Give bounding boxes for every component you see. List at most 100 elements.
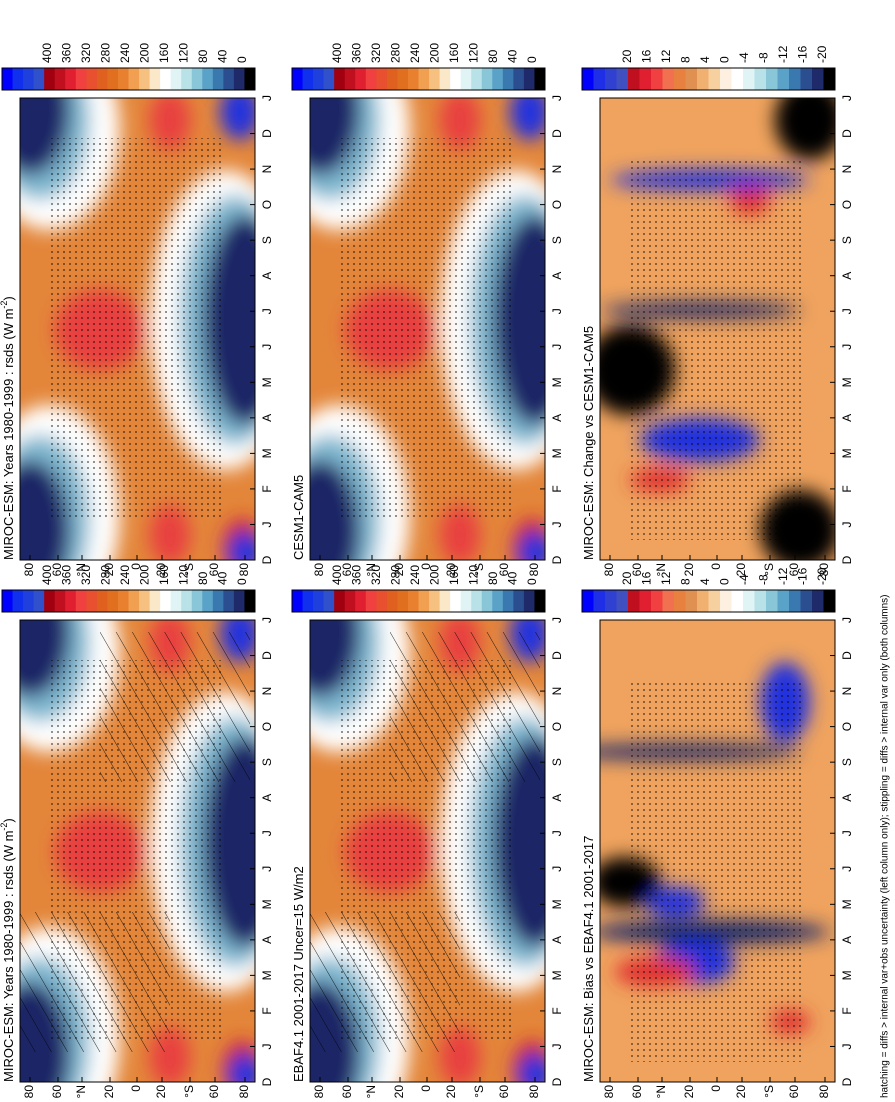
latitude-label: 80: [237, 1085, 251, 1099]
colorbar-cell: [534, 68, 546, 90]
month-label: J: [550, 1043, 564, 1049]
latitude-label: 80: [22, 1085, 36, 1099]
colorbar-cell: [302, 68, 314, 90]
colorbar-cell: [117, 68, 130, 90]
field: [310, 98, 545, 560]
colorbar-cell: [450, 590, 462, 612]
month-label: J: [840, 1043, 854, 1049]
colorbar-label: 160: [447, 43, 461, 63]
colorbar-cell: [386, 590, 398, 612]
colorbar-cell: [191, 68, 203, 90]
month-label: N: [840, 687, 854, 696]
colorbar-label: 0: [525, 578, 539, 585]
colorbar-cell: [674, 590, 686, 612]
month-label: D: [840, 129, 854, 138]
colorbar-cell: [429, 590, 441, 612]
colorbar-cell: [376, 590, 388, 612]
month-label: D: [260, 651, 274, 660]
month-label: F: [260, 485, 274, 492]
colorbar-cell: [86, 590, 98, 612]
month-label: M: [260, 899, 274, 909]
colorbar-label: -8: [757, 52, 771, 63]
colorbar-label: -20: [815, 567, 829, 585]
field: [600, 620, 835, 1082]
month-label: D: [260, 129, 274, 138]
latitude-label: 0: [419, 1085, 433, 1092]
colorbar: 400 360 320 280 240 200 160 120 80 40 0: [291, 43, 546, 91]
colorbar-label: 4: [698, 56, 712, 63]
colorbar-cell: [812, 590, 824, 612]
colorbar-cell: [75, 68, 87, 90]
colorbar-cell: [75, 590, 87, 612]
title-end: ): [1, 818, 16, 822]
latitude-label: 20: [392, 563, 406, 577]
colorbar-cell: [731, 68, 744, 90]
colorbar-cell: [407, 68, 420, 90]
month-label: F: [840, 485, 854, 492]
colorbar-cell: [86, 68, 98, 90]
colorbar-cell: [492, 590, 504, 612]
colorbar-cell: [616, 68, 629, 90]
colorbar-cell: [697, 68, 709, 90]
panel-title: EBAF4.1 2001-2017 Uncer=15 W/m2: [291, 866, 306, 1082]
latitude-label: 20: [102, 563, 116, 577]
month-label: F: [260, 1007, 274, 1014]
colorbar-label: 80: [196, 571, 210, 585]
colorbar-label: 400: [40, 43, 54, 63]
latitude-label: °N: [364, 563, 378, 576]
month-label: M: [840, 970, 854, 980]
colorbar-label: 4: [698, 578, 712, 585]
panel: MIROC-ESM: Years 1980-1999 : rsds (W m-2…: [0, 43, 274, 577]
colorbar-cell: [397, 68, 409, 90]
colorbar-label: 0: [718, 56, 732, 63]
colorbar-label: 200: [428, 43, 442, 63]
colorbar-label: 280: [99, 43, 113, 63]
latitude-label: 60: [340, 1085, 354, 1099]
colorbar-cell: [513, 68, 525, 90]
colorbar-cell: [407, 590, 420, 612]
colorbar-label: 80: [486, 571, 500, 585]
month-label: F: [550, 1007, 564, 1014]
colorbar-cell: [460, 68, 472, 90]
colorbar-label: 240: [408, 565, 422, 585]
colorbar-label: 200: [428, 565, 442, 585]
colorbar-cell: [376, 68, 388, 90]
colorbar-cell: [117, 590, 130, 612]
month-label: J: [550, 344, 564, 350]
colorbar-cell: [23, 68, 35, 90]
colorbar-cell: [365, 590, 377, 612]
colorbar-label: 20: [620, 571, 634, 585]
colorbar-label: 200: [138, 43, 152, 63]
colorbar-cell: [823, 590, 836, 612]
colorbar-label: -8: [757, 574, 771, 585]
latitude-label: 80: [817, 1085, 831, 1099]
colorbar-cell: [323, 590, 335, 612]
colorbar-cell: [2, 590, 14, 612]
stippling: [50, 138, 225, 520]
panel-title: CESM1-CAM5: [291, 475, 306, 560]
colorbar-cell: [170, 590, 182, 612]
colorbar-cell: [639, 590, 652, 612]
colorbar-label: -20: [815, 45, 829, 63]
colorbar-cell: [181, 68, 193, 90]
latitude-label: °S: [182, 1085, 196, 1098]
field-blob: [440, 98, 480, 150]
month-label: M: [550, 970, 564, 980]
colorbar-cell: [812, 68, 824, 90]
latitude-label: 20: [154, 563, 168, 577]
month-label: A: [260, 414, 274, 422]
colorbar-cell: [766, 68, 778, 90]
latitude-label: 0: [419, 563, 433, 570]
colorbar-cell: [149, 68, 161, 90]
colorbar-label: -12: [776, 45, 790, 63]
field-blob: [150, 98, 190, 150]
latitude-label: °S: [472, 1085, 486, 1098]
colorbar-label: 320: [369, 565, 383, 585]
colorbar-cell: [651, 590, 663, 612]
latitude-label: 0: [129, 1085, 143, 1092]
latitude-label: °N: [74, 1085, 88, 1098]
latitude-label: 20: [154, 1085, 168, 1099]
colorbar-cell: [481, 68, 493, 90]
